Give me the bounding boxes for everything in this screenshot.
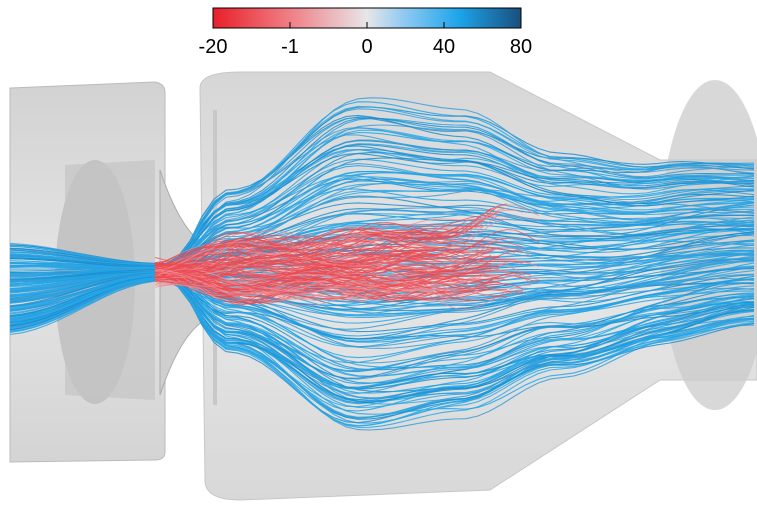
streamline [9, 272, 755, 349]
recirculation-line [154, 224, 484, 276]
streamline [9, 279, 755, 431]
streamline [9, 279, 755, 427]
recirculation-line [154, 265, 500, 287]
streamline [9, 277, 755, 390]
recirculation-line [154, 268, 484, 293]
streamline [9, 116, 755, 264]
recirculation-line [154, 212, 500, 277]
streamline [9, 178, 755, 271]
recirculation-line [154, 265, 460, 302]
recirculation-line [154, 244, 492, 276]
recirculation-line [154, 207, 508, 271]
streamline [9, 275, 755, 337]
recirculation-line [154, 229, 452, 278]
streamline [9, 212, 755, 275]
tick-label: 80 [510, 36, 532, 58]
recirculation-line [154, 232, 508, 280]
tick-label: 0 [361, 36, 372, 58]
streamline [9, 188, 755, 269]
recirculation-line [154, 263, 460, 287]
recirculation-line [154, 203, 508, 271]
streamline [9, 144, 755, 267]
colorbar-ticks: -20 -1 0 40 80 [199, 22, 532, 58]
streamline [9, 276, 755, 371]
streamline [9, 276, 755, 379]
recirculation-line [154, 227, 460, 266]
recirculation-line [154, 228, 444, 266]
colorbar: -20 -1 0 40 80 [199, 7, 532, 58]
streamline [9, 277, 755, 377]
tick-label: -1 [281, 36, 299, 58]
streamlines [9, 97, 755, 431]
streamline [9, 268, 755, 310]
recirculation-line [154, 271, 492, 297]
streamline [9, 278, 755, 419]
streamline [9, 149, 755, 266]
recirculation-line [154, 253, 444, 275]
streamline [9, 105, 754, 266]
recirculation-line [154, 274, 444, 296]
tick-label: 40 [433, 36, 455, 58]
recirculation-line [154, 248, 532, 285]
tick-label: -20 [199, 36, 228, 58]
streamline [9, 163, 755, 269]
recirculation-line [154, 264, 500, 282]
